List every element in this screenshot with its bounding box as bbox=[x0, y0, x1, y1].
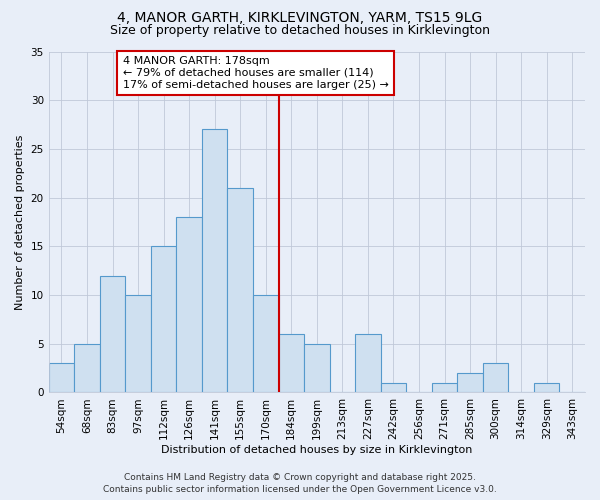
Y-axis label: Number of detached properties: Number of detached properties bbox=[15, 134, 25, 310]
Bar bbox=[483, 363, 508, 392]
Text: 4 MANOR GARTH: 178sqm
← 79% of detached houses are smaller (114)
17% of semi-det: 4 MANOR GARTH: 178sqm ← 79% of detached … bbox=[123, 56, 389, 90]
Bar bbox=[253, 295, 278, 392]
Text: Size of property relative to detached houses in Kirklevington: Size of property relative to detached ho… bbox=[110, 24, 490, 37]
Bar bbox=[278, 334, 304, 392]
Bar bbox=[74, 344, 100, 393]
Bar bbox=[432, 382, 457, 392]
Bar bbox=[355, 334, 380, 392]
Bar bbox=[380, 382, 406, 392]
Bar bbox=[151, 246, 176, 392]
Bar bbox=[100, 276, 125, 392]
Bar bbox=[227, 188, 253, 392]
Bar bbox=[304, 344, 329, 393]
Bar bbox=[457, 373, 483, 392]
Text: 4, MANOR GARTH, KIRKLEVINGTON, YARM, TS15 9LG: 4, MANOR GARTH, KIRKLEVINGTON, YARM, TS1… bbox=[118, 11, 482, 25]
Bar bbox=[534, 382, 559, 392]
Bar bbox=[202, 130, 227, 392]
Bar bbox=[176, 217, 202, 392]
Bar bbox=[49, 363, 74, 392]
Text: Contains HM Land Registry data © Crown copyright and database right 2025.
Contai: Contains HM Land Registry data © Crown c… bbox=[103, 472, 497, 494]
X-axis label: Distribution of detached houses by size in Kirklevington: Distribution of detached houses by size … bbox=[161, 445, 473, 455]
Bar bbox=[125, 295, 151, 392]
